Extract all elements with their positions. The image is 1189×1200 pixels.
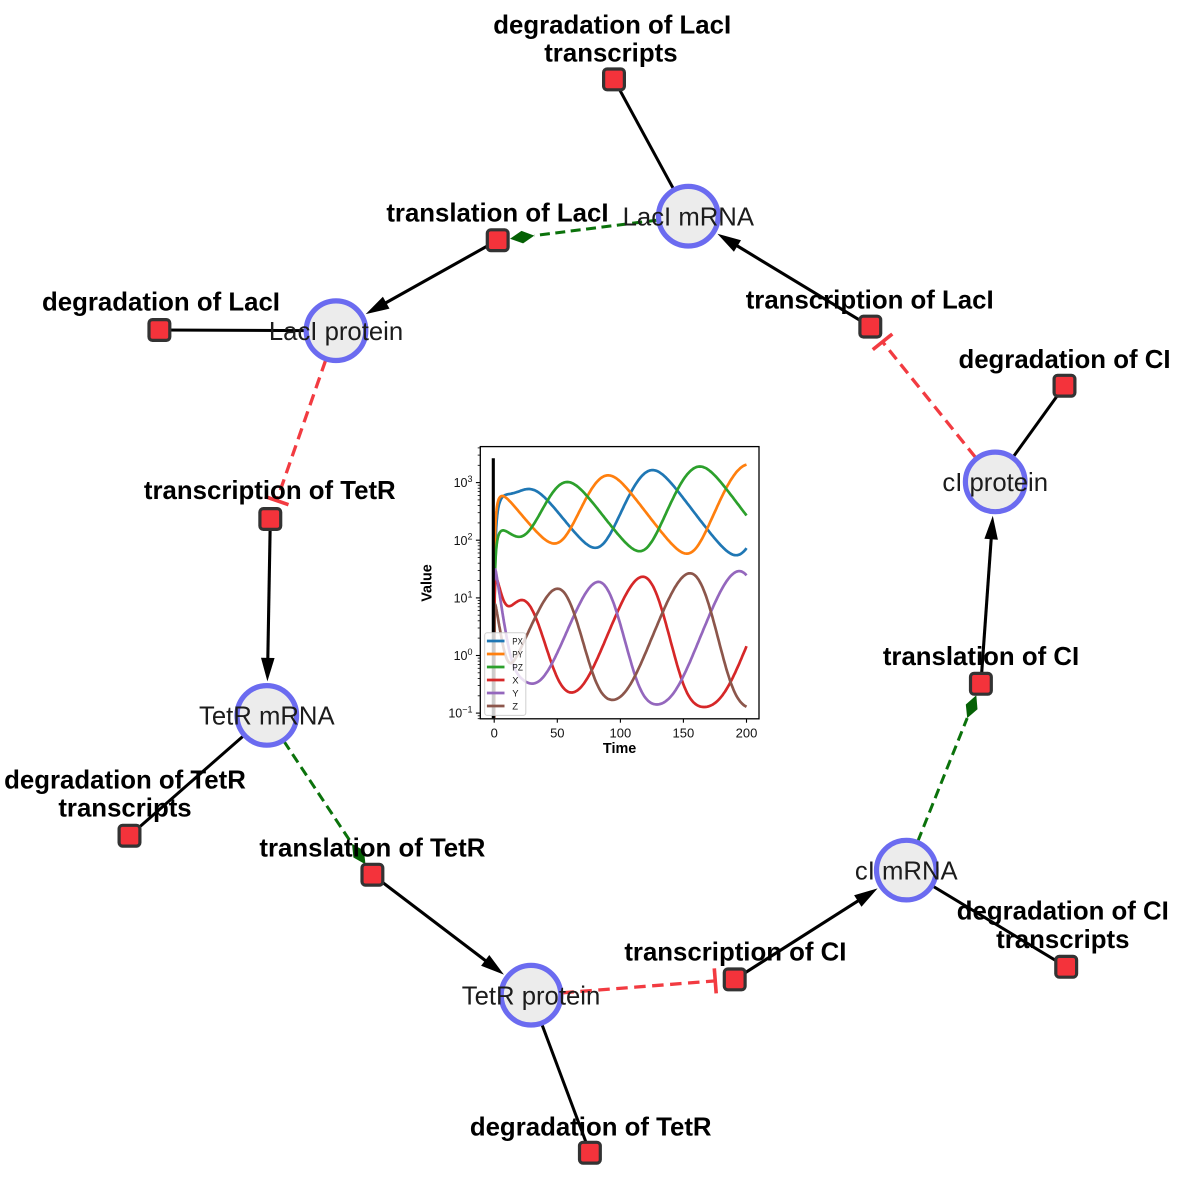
svg-text:transcription of TetR: transcription of TetR <box>144 477 396 505</box>
svg-text:X: X <box>512 676 519 687</box>
svg-text:TetR mRNA: TetR mRNA <box>199 703 335 731</box>
svg-text:150: 150 <box>673 725 695 740</box>
svg-text:PZ: PZ <box>512 663 523 674</box>
svg-text:transcripts: transcripts <box>996 926 1129 954</box>
svg-text:200: 200 <box>736 725 758 740</box>
svg-text:Y: Y <box>512 689 519 700</box>
svg-text:transcription of CI: transcription of CI <box>624 939 846 967</box>
svg-text:100: 100 <box>610 725 632 740</box>
svg-text:transcripts: transcripts <box>58 795 191 823</box>
svg-text:transcription of LacI: transcription of LacI <box>746 287 994 315</box>
svg-text:translation of TetR: translation of TetR <box>259 834 485 862</box>
svg-text:Time: Time <box>603 741 636 757</box>
svg-text:Z: Z <box>512 702 518 713</box>
svg-text:0: 0 <box>491 725 498 740</box>
svg-text:degradation of LacI: degradation of LacI <box>493 12 731 40</box>
svg-text:degradation of CI: degradation of CI <box>957 897 1169 925</box>
svg-text:50: 50 <box>550 725 564 740</box>
svg-text:Value: Value <box>420 564 436 602</box>
svg-text:PY: PY <box>512 650 523 661</box>
svg-text:degradation of LacI: degradation of LacI <box>42 288 280 316</box>
svg-text:degradation of CI: degradation of CI <box>958 346 1170 374</box>
svg-text:LacI mRNA: LacI mRNA <box>623 203 755 231</box>
svg-text:LacI protein: LacI protein <box>269 318 403 346</box>
svg-text:translation of CI: translation of CI <box>883 643 1079 671</box>
svg-text:cI mRNA: cI mRNA <box>855 857 959 885</box>
svg-text:translation of LacI: translation of LacI <box>386 199 608 227</box>
svg-text:degradation of TetR: degradation of TetR <box>4 766 246 794</box>
svg-text:TetR protein: TetR protein <box>462 982 601 1010</box>
svg-text:cI protein: cI protein <box>942 469 1048 497</box>
svg-text:transcripts: transcripts <box>544 39 677 67</box>
svg-text:PX: PX <box>512 637 523 648</box>
svg-text:degradation of TetR: degradation of TetR <box>470 1114 712 1142</box>
